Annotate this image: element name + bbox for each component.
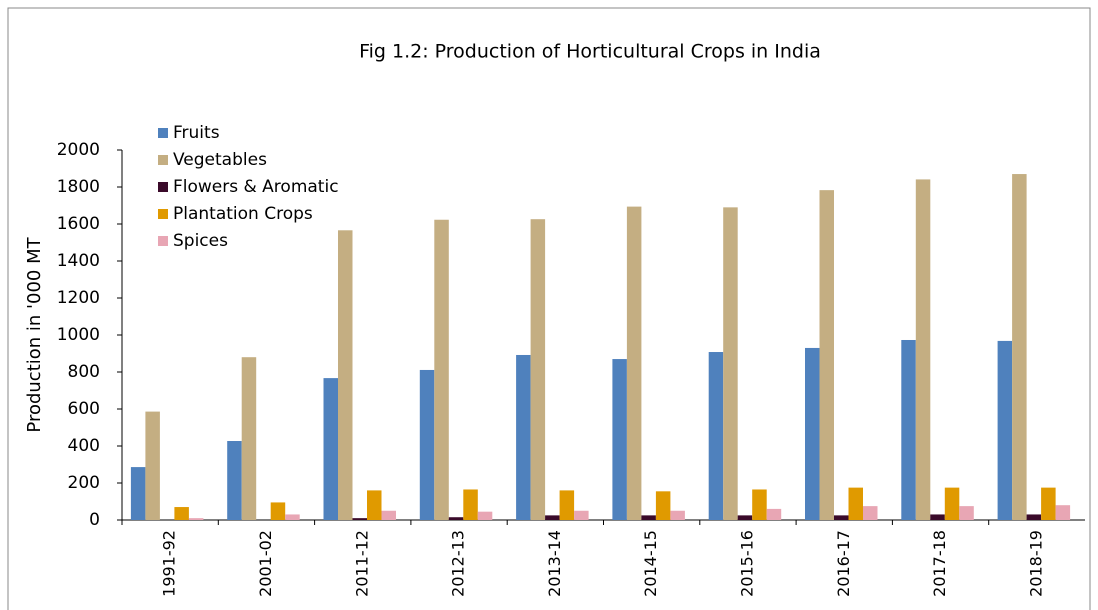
- bar: [174, 507, 189, 520]
- bar: [752, 489, 767, 520]
- x-tick-label: 2017-18: [930, 530, 949, 597]
- bar: [737, 515, 753, 520]
- x-tick-label: 2014-15: [641, 530, 660, 597]
- y-tick-label: 400: [68, 436, 100, 456]
- y-tick-label: 800: [68, 362, 100, 382]
- bar: [530, 219, 546, 520]
- bar: [227, 441, 242, 520]
- chart-title: Fig 1.2: Production of Horticultural Cro…: [359, 41, 821, 63]
- y-tick-label: 1400: [57, 251, 100, 271]
- bar: [834, 515, 849, 520]
- y-axis-label: Production in '000 MT: [24, 236, 45, 432]
- y-tick-label: 600: [68, 399, 100, 419]
- legend-label: Plantation Crops: [173, 204, 313, 224]
- legend-label: Fruits: [173, 123, 220, 143]
- legend-label: Flowers & Aromatic: [173, 177, 339, 197]
- bar: [1055, 505, 1071, 520]
- bar: [655, 491, 671, 520]
- bar: [612, 359, 627, 520]
- legend-label: Vegetables: [173, 150, 267, 170]
- bar: [915, 179, 931, 521]
- legend-swatch: [158, 155, 168, 165]
- bar: [641, 515, 656, 520]
- legend-swatch: [158, 209, 168, 219]
- y-tick-label: 1800: [57, 177, 100, 197]
- bar: [805, 347, 820, 520]
- x-tick-label: 2016-17: [834, 530, 853, 597]
- bar: [352, 518, 367, 520]
- legend-label: Spices: [173, 231, 228, 251]
- y-tick-label: 2000: [57, 140, 100, 160]
- legend-swatch: [158, 182, 168, 192]
- y-tick-label: 0: [89, 510, 100, 530]
- bar: [463, 489, 478, 520]
- y-tick-label: 1200: [57, 288, 100, 308]
- bar: [516, 354, 531, 520]
- bar: [670, 510, 685, 520]
- x-tick-label: 2011-12: [352, 530, 371, 597]
- bar: [381, 510, 396, 520]
- bar: [930, 514, 945, 520]
- bar: [338, 230, 353, 521]
- bar: [901, 339, 916, 520]
- bar: [819, 190, 834, 520]
- bar: [997, 340, 1013, 520]
- bar: [1012, 174, 1027, 521]
- bar: [367, 490, 382, 520]
- bar: [626, 206, 642, 521]
- x-tick-label: 2001-02: [256, 530, 275, 597]
- bar: [959, 506, 974, 520]
- x-tick-label: 1991-92: [160, 530, 179, 597]
- bar: [863, 506, 878, 520]
- bar: [708, 352, 724, 520]
- bar: [723, 207, 738, 520]
- bar: [1041, 487, 1056, 520]
- legend-swatch: [158, 128, 168, 138]
- bar: [285, 514, 300, 520]
- bar: [448, 517, 464, 520]
- bar: [434, 219, 449, 520]
- bar: [323, 378, 338, 520]
- y-tick-label: 1000: [57, 325, 100, 345]
- bar: [188, 518, 204, 520]
- bar: [241, 357, 257, 520]
- x-tick-label: 2018-19: [1026, 530, 1045, 597]
- bar: [130, 467, 146, 520]
- bar: [419, 369, 435, 520]
- bar: [944, 487, 960, 520]
- bar: [848, 487, 863, 520]
- legend-swatch: [158, 236, 168, 246]
- bar: [477, 511, 493, 520]
- bar: [1026, 514, 1042, 520]
- bar: [145, 411, 160, 520]
- x-tick-label: 2013-14: [545, 530, 564, 597]
- bar: [545, 515, 560, 520]
- chart-frame: [7, 7, 1091, 610]
- bar: [574, 510, 589, 520]
- y-tick-label: 1600: [57, 214, 100, 234]
- bar: [559, 490, 575, 520]
- x-tick-label: 2015-16: [737, 530, 756, 597]
- bar: [270, 502, 286, 520]
- y-tick-label: 200: [68, 473, 100, 493]
- x-tick-label: 2012-13: [449, 530, 468, 597]
- bar: [766, 508, 782, 520]
